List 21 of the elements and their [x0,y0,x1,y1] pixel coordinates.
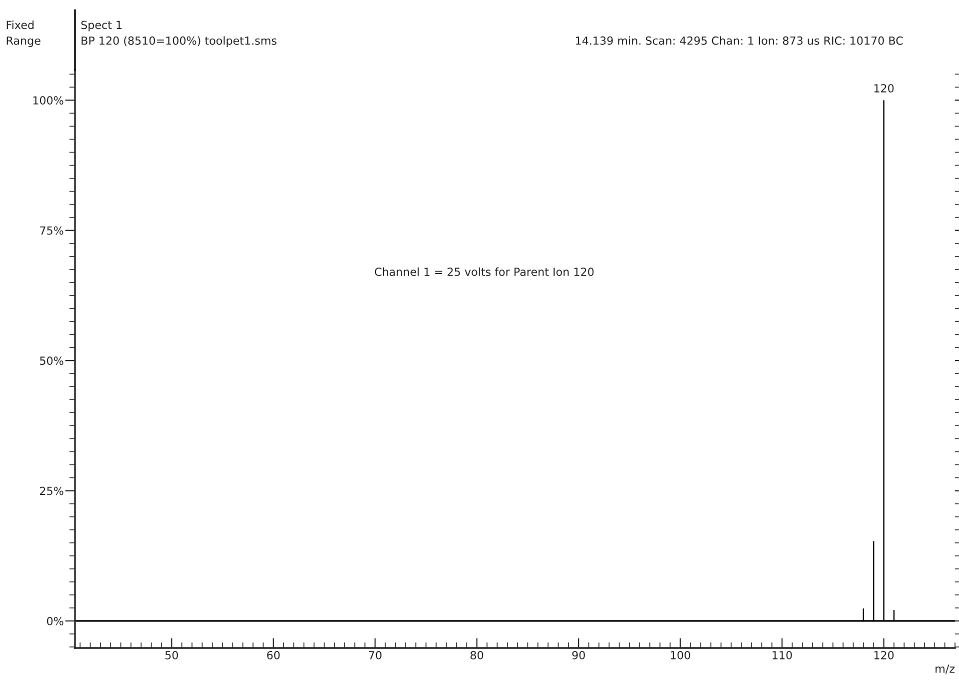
x-tick-label: 100 [670,650,690,660]
x-tick-label: 80 [470,650,484,660]
x-tick-label: 70 [368,650,382,660]
y-tick-label: 50% [40,356,64,365]
y-tick-label: 75% [40,226,64,235]
x-tick-label: 110 [772,650,792,660]
x-tick-label: 60 [267,650,280,660]
x-tick-label: 50 [165,650,178,660]
text: 14.139 min. Scan: 4295 Chan: 1 Ion: 873 us RIC: 10170 BC [576,36,903,45]
text: Fixed [6,20,34,30]
y-tick-label: 25% [40,486,64,496]
text: Spect 1 [81,20,122,32]
y-tick-label: 100% [33,96,64,105]
annotation: 120 [874,84,894,92]
text: BP 120 (8510=100%) toolpet1.sms [82,36,276,47]
x-axis-title: m/z [936,664,955,674]
x-tick-label: 90 [572,650,585,660]
x-tick-label: 120 [874,650,894,660]
text: Range [6,36,40,47]
annotation: Channel 1 = 25 volts for Parent Ion 120 [374,267,594,276]
y-tick-label: 0% [46,616,64,626]
